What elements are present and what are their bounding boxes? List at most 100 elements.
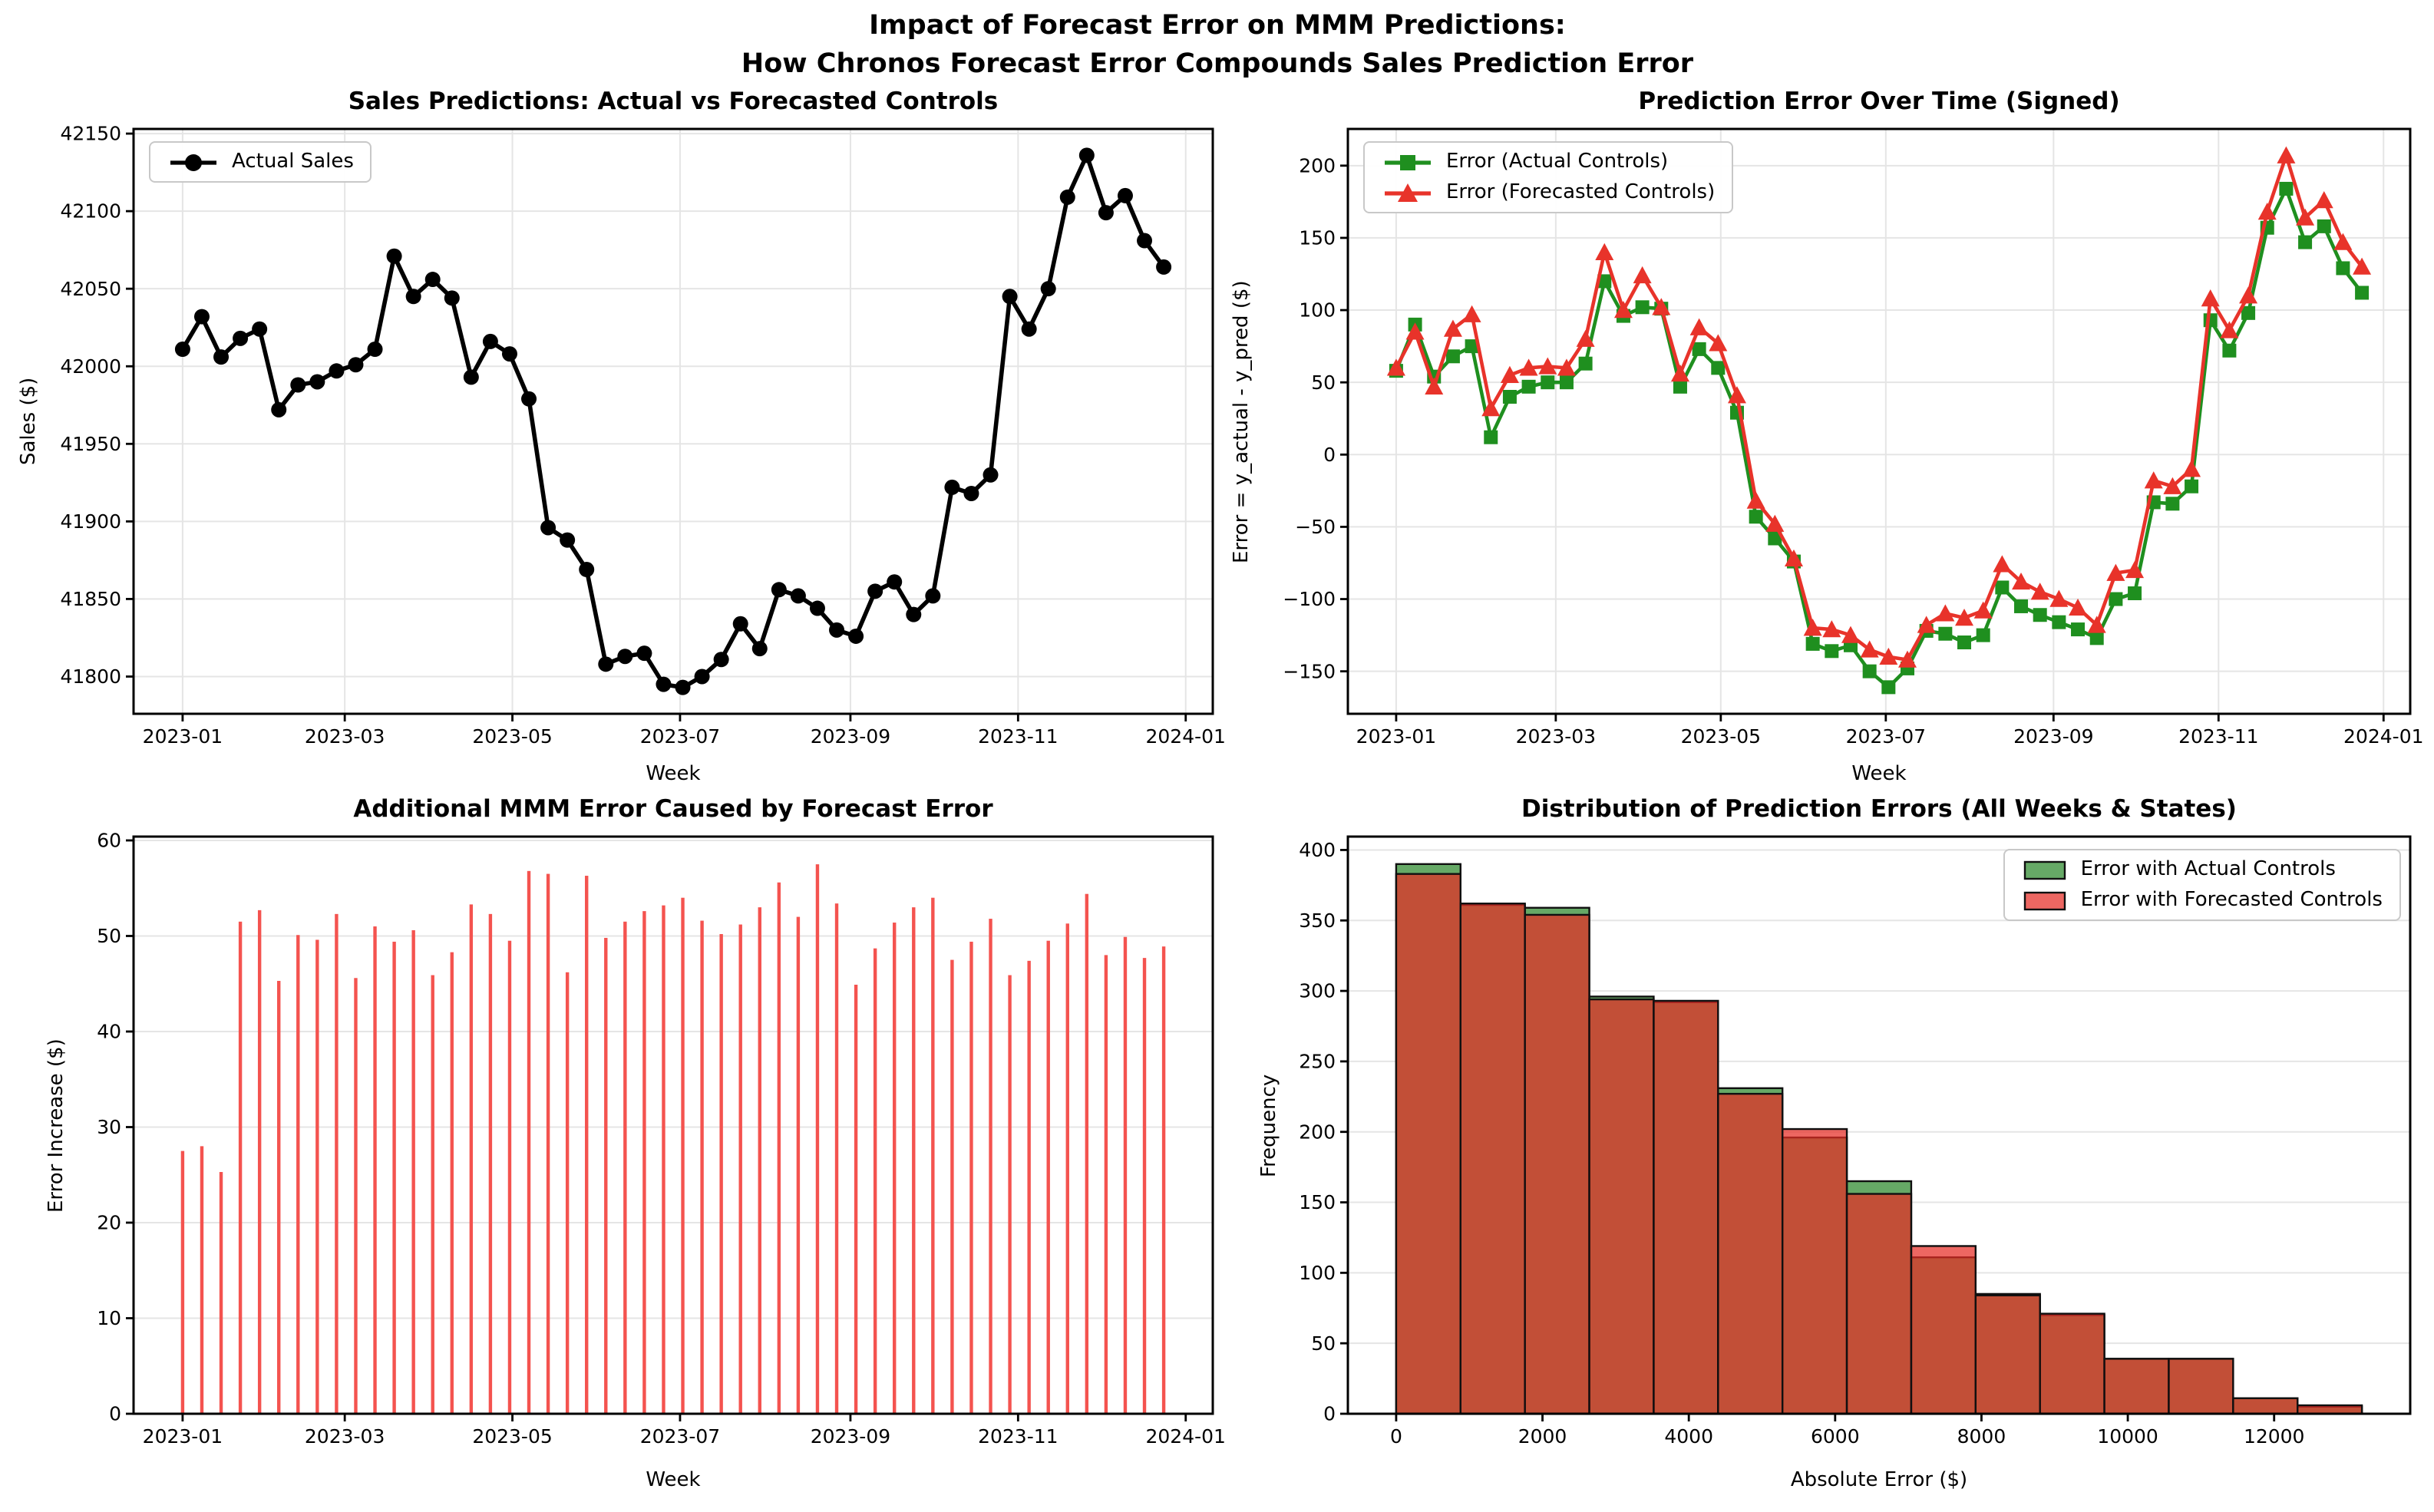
data-point-marker xyxy=(1405,322,1425,340)
data-point-marker xyxy=(790,588,806,604)
x-tick-label: 2023-03 xyxy=(305,1425,385,1448)
hist-bar xyxy=(1974,1294,2041,1415)
stem-bar xyxy=(1123,936,1128,1414)
data-point-marker xyxy=(2279,181,2294,196)
data-point-marker xyxy=(2089,631,2104,645)
stem-bar xyxy=(662,905,665,1414)
stem-bar xyxy=(893,923,897,1414)
data-point-marker xyxy=(1749,510,1763,524)
legend-label: Error (Forecasted Controls) xyxy=(1446,181,1716,204)
y-tick-label: 0 xyxy=(1323,1403,1336,1425)
stem-bar xyxy=(180,1151,185,1414)
stem-bar xyxy=(815,864,820,1414)
y-tick-label: 20 xyxy=(97,1212,121,1234)
y-tick-label: −100 xyxy=(1283,588,1336,610)
data-point-marker xyxy=(1938,626,1953,641)
series-error-actual-controls- xyxy=(1389,181,2370,695)
data-point-marker xyxy=(1576,329,1595,347)
x-tick-label: 2023-07 xyxy=(1846,725,1926,748)
data-point-marker xyxy=(771,582,787,598)
data-point-marker xyxy=(829,622,845,638)
hist-bar xyxy=(1717,1092,1784,1415)
data-point-marker xyxy=(2241,305,2256,320)
data-point-marker xyxy=(348,357,364,373)
stem-bar xyxy=(373,926,377,1414)
data-point-marker xyxy=(2336,261,2350,276)
tick-labels: 0 10 20 30 40 50 60 2023-01 2023-03 2023-05 2023-0… xyxy=(97,830,1226,1448)
hist-bar xyxy=(1781,1127,1848,1415)
x-tick-label: 2023-05 xyxy=(472,725,552,748)
stem-bar xyxy=(546,873,550,1414)
stem-bar xyxy=(931,897,935,1414)
y-tick-label: 42000 xyxy=(60,355,121,378)
series-actual-sales xyxy=(174,147,1172,695)
data-point-marker xyxy=(1059,189,1075,205)
y-tick-label: 250 xyxy=(1299,1051,1336,1073)
data-point-marker xyxy=(540,520,556,536)
data-point-marker xyxy=(1936,604,1955,622)
axes-spines xyxy=(132,835,1214,1415)
data-point-marker xyxy=(1635,300,1650,315)
data-point-marker xyxy=(1481,399,1501,417)
actual-sales-legend-swatch xyxy=(170,154,216,170)
stem-bar xyxy=(1085,893,1089,1414)
hist-bar xyxy=(2232,1397,2299,1415)
y-tick-label: 30 xyxy=(97,1116,121,1138)
legend-label: Error with Actual Controls xyxy=(2080,858,2336,881)
data-point-marker xyxy=(1445,349,1460,364)
data-point-marker xyxy=(1879,647,1898,665)
axes-spines xyxy=(1346,835,2412,1415)
stem-bar xyxy=(796,916,801,1414)
data-point-marker xyxy=(1425,377,1444,395)
data-point-marker xyxy=(2257,203,2277,220)
y-tick-label: −50 xyxy=(1295,516,1336,538)
data-point-marker xyxy=(694,669,710,685)
stem-bar xyxy=(585,876,589,1414)
data-point-marker xyxy=(1443,319,1462,337)
stem-bar xyxy=(719,933,723,1414)
hist-bar xyxy=(2103,1358,2170,1415)
data-point-marker xyxy=(2014,599,2029,613)
stem-bar xyxy=(989,919,992,1414)
y-tick-label: 400 xyxy=(1299,839,1336,861)
stem-bar xyxy=(777,882,781,1414)
stem-bar xyxy=(335,913,339,1414)
y-tick-label: 41800 xyxy=(60,665,121,688)
stem-bar xyxy=(873,948,877,1414)
data-point-marker xyxy=(1400,154,1415,170)
data-point-marker xyxy=(2052,615,2066,629)
data-point-marker xyxy=(367,342,383,358)
stem-bar xyxy=(450,952,454,1414)
y-tick-label: 100 xyxy=(1299,299,1336,322)
gridlines xyxy=(134,129,1213,714)
y-tick-label: 10 xyxy=(97,1307,121,1329)
x-tick-label: 2023-11 xyxy=(978,1425,1058,1448)
x-tick-label: 2023-01 xyxy=(143,1425,223,1448)
error-increase-bars xyxy=(180,864,1166,1414)
gridlines xyxy=(1348,129,2410,714)
data-point-marker xyxy=(1117,187,1133,203)
x-tick-label: 2023-05 xyxy=(1681,725,1761,748)
x-tick-label: 12000 xyxy=(2244,1425,2305,1448)
data-point-marker xyxy=(809,600,825,616)
x-tick-label: 2023-11 xyxy=(978,725,1058,748)
y-tick-label: 200 xyxy=(1299,154,1336,177)
stem-bar xyxy=(834,903,839,1414)
data-point-marker xyxy=(1613,301,1633,319)
hist-bar xyxy=(1524,913,1590,1415)
data-point-marker xyxy=(1746,491,1765,509)
data-point-marker xyxy=(656,676,672,692)
stem-bar xyxy=(392,941,396,1414)
data-point-marker xyxy=(1803,619,1822,636)
y-tick-label: 60 xyxy=(97,830,121,852)
error-distribution-legend: Error with Actual Controls Error with Fo… xyxy=(2003,849,2401,921)
x-tick-label: 8000 xyxy=(1957,1425,2006,1448)
data-point-marker xyxy=(1898,650,1917,668)
data-point-marker xyxy=(2030,583,2049,600)
stem-bar xyxy=(758,907,761,1414)
data-point-marker xyxy=(2296,208,2315,226)
data-point-marker xyxy=(1137,233,1153,249)
data-point-marker xyxy=(1784,549,1803,567)
data-point-marker xyxy=(906,606,922,622)
data-point-marker xyxy=(193,309,210,325)
